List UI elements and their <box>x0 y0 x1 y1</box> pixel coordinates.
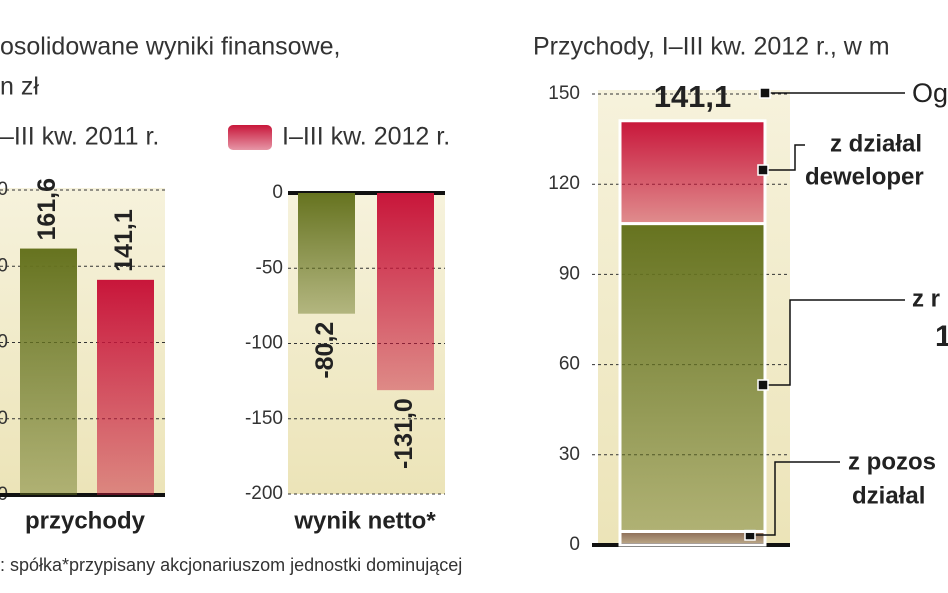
marker <box>757 379 769 391</box>
y-tick-label: 50 <box>0 408 8 429</box>
marker <box>757 164 769 176</box>
total-label: 141,1 <box>654 79 732 114</box>
value-label: 161,6 <box>33 178 61 241</box>
y-tick-label: 120 <box>548 173 580 194</box>
value-label: -131,0 <box>390 398 418 469</box>
y-tick-label: -150 <box>245 408 283 429</box>
y-tick-label: 200 <box>0 179 8 200</box>
annotation: Og <box>912 78 948 108</box>
bar-segment <box>618 119 767 226</box>
y-tick-label: 30 <box>559 444 580 465</box>
bar <box>20 248 77 495</box>
y-tick-label: -100 <box>245 333 283 354</box>
x-tick-label: wynik netto* <box>293 507 436 534</box>
y-tick-label: 150 <box>548 83 580 104</box>
legend-label: I–III kw. 2012 r. <box>282 123 450 151</box>
footnote: : spółka*przypisany akcjonariuszom jedno… <box>0 555 462 575</box>
y-tick-label: 0 <box>272 182 283 203</box>
legend-label: –III kw. 2011 r. <box>0 123 159 151</box>
leader-line <box>763 299 905 386</box>
bar <box>377 193 434 391</box>
annotation: z pozos <box>848 448 936 475</box>
x-tick-label: przychody <box>25 507 146 534</box>
y-tick-label: 0 <box>569 534 580 555</box>
title: osolidowane wyniki finansowe, <box>0 33 340 61</box>
annotation: działal <box>852 482 925 509</box>
marker <box>759 87 771 99</box>
y-tick-label: -50 <box>256 257 283 278</box>
leader-line <box>750 461 840 536</box>
value-label: -80,2 <box>311 322 339 379</box>
bar <box>298 193 355 314</box>
y-tick-label: -200 <box>245 483 283 504</box>
annotation: 1 <box>935 320 948 353</box>
y-tick-label: 60 <box>559 354 580 375</box>
y-tick-label: 100 <box>0 332 8 353</box>
annotation: z działal <box>830 130 922 157</box>
subtitle: n zł <box>0 73 39 101</box>
bar <box>97 279 154 495</box>
legend-swatch <box>228 125 272 150</box>
value-label: 141,1 <box>110 209 138 272</box>
chart-title: Przychody, I–III kw. 2012 r., w m <box>533 33 890 61</box>
annotation: z r <box>912 285 940 312</box>
y-tick-label: 90 <box>559 263 580 284</box>
leader-line <box>763 144 805 171</box>
y-tick-label: 150 <box>0 255 8 276</box>
bar-segment <box>618 222 767 533</box>
bar-segment <box>618 529 767 547</box>
annotation: deweloper <box>805 163 924 190</box>
